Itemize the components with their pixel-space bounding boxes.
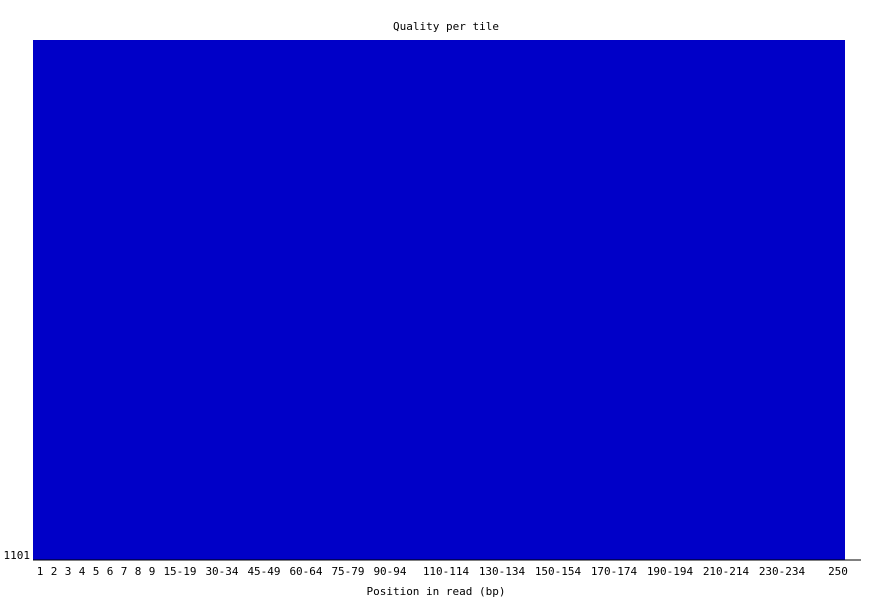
x-tick-label: 8: [135, 565, 142, 578]
x-tick-label: 210-214: [703, 565, 750, 578]
chart-title: Quality per tile: [393, 20, 499, 33]
x-tick-label: 30-34: [205, 565, 238, 578]
x-tick-labels: 1 2 3 4 5 6 7 8 9 15-19 30-34 45-49 60-64 75-79 90-94 1…: [37, 565, 848, 578]
x-tick-label: 90-94: [373, 565, 406, 578]
y-tick-labels: 1101: [4, 549, 31, 562]
x-tick-label: 150-154: [535, 565, 582, 578]
x-tick-label: 170-174: [591, 565, 638, 578]
y-tick-label: 1101: [4, 549, 31, 562]
x-axis-label: Position in read (bp): [366, 585, 505, 598]
x-tick-label: 110-114: [423, 565, 470, 578]
x-tick-label: 6: [107, 565, 114, 578]
x-tick-label: 45-49: [247, 565, 280, 578]
x-tick-label: 2: [51, 565, 58, 578]
x-tick-label: 3: [65, 565, 72, 578]
x-tick-label: 7: [121, 565, 128, 578]
x-tick-label: 1: [37, 565, 44, 578]
x-tick-label: 230-234: [759, 565, 806, 578]
x-tick-label: 4: [79, 565, 86, 578]
x-tick-label: 190-194: [647, 565, 694, 578]
x-tick-label: 15-19: [163, 565, 196, 578]
x-tick-label: 9: [149, 565, 156, 578]
heatmap-area: [33, 40, 845, 560]
x-tick-label: 5: [93, 565, 100, 578]
x-tick-label: 250: [828, 565, 848, 578]
x-tick-label: 75-79: [331, 565, 364, 578]
x-tick-label: 60-64: [289, 565, 322, 578]
x-tick-label: 130-134: [479, 565, 526, 578]
